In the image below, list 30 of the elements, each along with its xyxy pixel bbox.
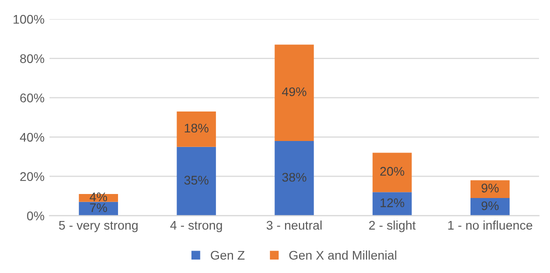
data-label: 9% xyxy=(482,184,499,192)
data-label: 12% xyxy=(380,198,404,208)
y-tick-label: 20% xyxy=(20,172,44,182)
x-tick-label: 5 - very strong xyxy=(59,220,138,232)
x-tick-label: 1 - no influence xyxy=(448,220,532,230)
data-label: 18% xyxy=(184,124,208,133)
x-tick-label: 4 - strong xyxy=(170,220,222,232)
legend-label: Gen Z xyxy=(210,250,245,260)
y-tick-label: 0% xyxy=(27,211,44,220)
bar xyxy=(274,44,314,141)
data-label: 49% xyxy=(282,87,306,96)
y-tick-label: 80% xyxy=(20,54,44,64)
data-label: 38% xyxy=(282,172,306,182)
x-tick-label: 3 - neutral xyxy=(266,220,322,230)
bar xyxy=(372,152,412,192)
y-tick-label: 60% xyxy=(20,94,44,102)
y-tick-label: 40% xyxy=(20,132,44,142)
y-tick-label: 100% xyxy=(14,14,44,24)
bar xyxy=(176,146,216,216)
data-label: 7% xyxy=(90,203,108,212)
data-label: 4% xyxy=(90,192,108,202)
bar xyxy=(372,192,412,216)
data-label: 35% xyxy=(184,176,208,185)
bar xyxy=(176,111,216,147)
legend-label: Gen X and Millenial xyxy=(289,250,396,260)
data-label: 20% xyxy=(380,166,404,176)
data-label: 9% xyxy=(482,201,499,210)
bar xyxy=(274,140,314,216)
bar xyxy=(470,180,510,198)
x-tick-label: 2 - slight xyxy=(369,220,416,232)
